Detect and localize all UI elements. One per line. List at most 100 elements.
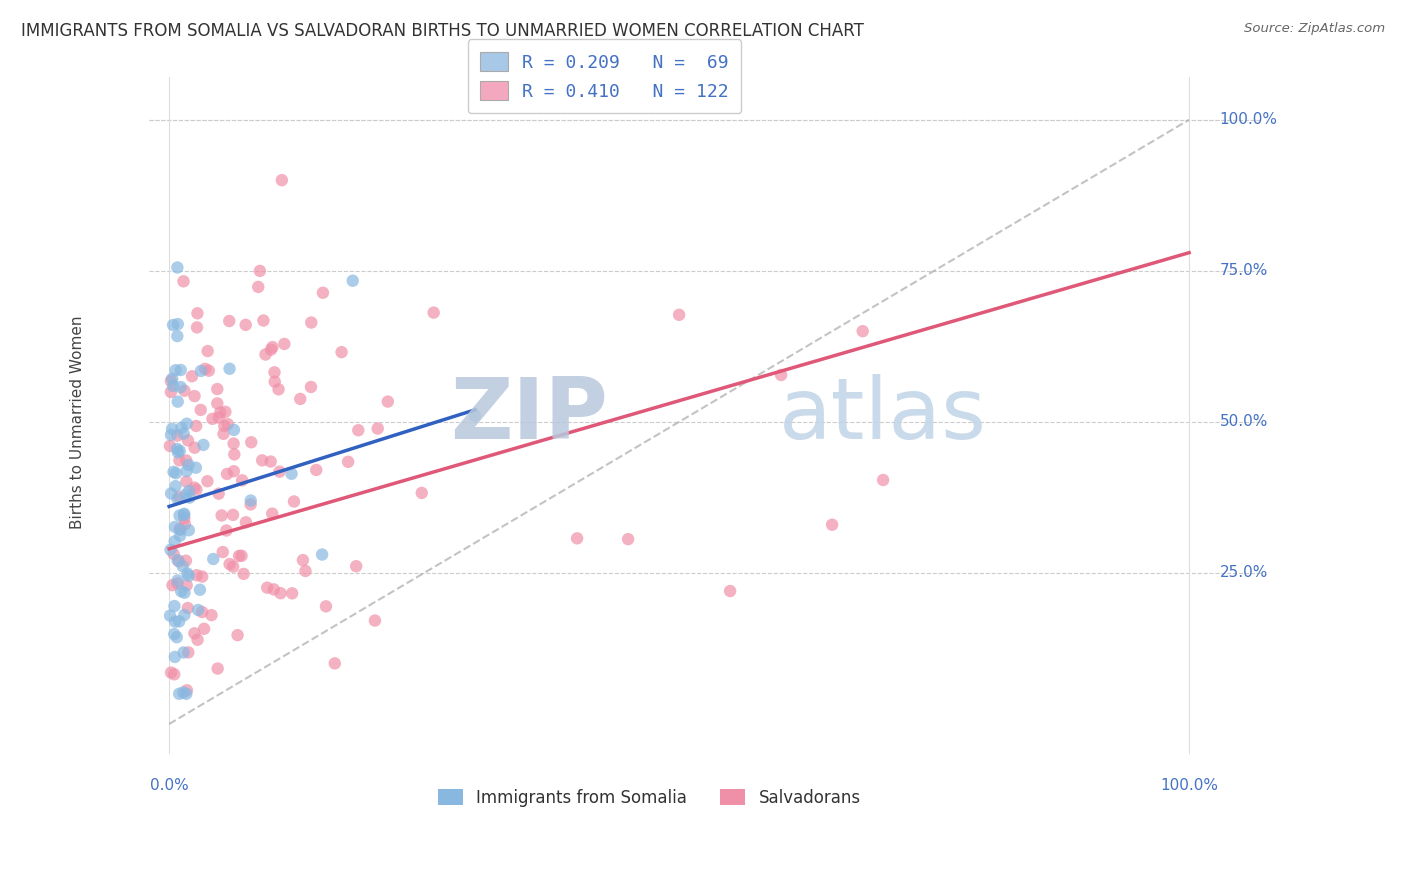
Point	[166, 574, 188, 588]
Point	[173, 274, 195, 288]
Point	[280, 467, 302, 481]
Point	[183, 626, 205, 640]
Point	[170, 380, 193, 394]
Point	[193, 438, 215, 452]
Point	[260, 454, 283, 468]
Point	[177, 434, 200, 448]
Text: 100.0%: 100.0%	[1220, 112, 1278, 128]
Point	[222, 423, 245, 437]
Point	[263, 365, 285, 379]
Point	[224, 447, 246, 461]
Point	[174, 453, 197, 467]
Point	[191, 605, 214, 619]
Point	[163, 520, 186, 534]
Point	[311, 548, 333, 562]
Point	[165, 467, 187, 481]
Point	[160, 486, 183, 500]
Point	[209, 405, 232, 419]
Point	[187, 603, 209, 617]
Point	[231, 549, 253, 563]
Point	[160, 384, 183, 399]
Point	[214, 405, 236, 419]
Point	[170, 363, 193, 377]
Point	[170, 420, 193, 434]
Point	[207, 662, 229, 676]
Point	[377, 394, 399, 409]
Text: 0.0%: 0.0%	[150, 779, 188, 793]
Point	[162, 465, 184, 479]
Point	[207, 396, 229, 410]
Point	[177, 601, 200, 615]
Point	[173, 645, 195, 659]
Point	[239, 497, 262, 511]
Point	[162, 547, 184, 561]
Point	[212, 426, 235, 441]
Point	[211, 508, 233, 523]
Point	[160, 374, 183, 388]
Point	[166, 576, 188, 591]
Point	[177, 569, 200, 583]
Point	[281, 586, 304, 600]
Point	[194, 362, 217, 376]
Point	[668, 308, 690, 322]
Point	[211, 545, 233, 559]
Point	[188, 582, 211, 597]
Point	[176, 566, 198, 581]
Point	[197, 474, 219, 488]
Point	[183, 389, 205, 403]
Point	[337, 455, 360, 469]
Point	[166, 442, 188, 456]
Point	[163, 599, 186, 613]
Point	[169, 443, 191, 458]
Point	[174, 487, 197, 501]
Point	[821, 517, 844, 532]
Point	[160, 427, 183, 442]
Point	[247, 280, 270, 294]
Point	[411, 486, 433, 500]
Point	[218, 314, 240, 328]
Point	[186, 419, 208, 434]
Point	[167, 554, 190, 568]
Point	[270, 173, 292, 187]
Point	[186, 320, 208, 334]
Point	[174, 554, 197, 568]
Point	[198, 364, 221, 378]
Point	[239, 493, 262, 508]
Point	[193, 622, 215, 636]
Point	[173, 585, 195, 599]
Point	[162, 318, 184, 332]
Point	[263, 582, 285, 597]
Point	[162, 578, 184, 592]
Text: IMMIGRANTS FROM SOMALIA VS SALVADORAN BIRTHS TO UNMARRIED WOMEN CORRELATION CHAR: IMMIGRANTS FROM SOMALIA VS SALVADORAN BI…	[21, 22, 863, 40]
Point	[187, 632, 209, 647]
Point	[254, 347, 277, 361]
Point	[422, 305, 444, 319]
Point	[215, 467, 238, 481]
Point	[186, 306, 208, 320]
Point	[186, 483, 208, 497]
Point	[165, 363, 187, 377]
Point	[262, 507, 284, 521]
Point	[169, 453, 191, 467]
Point	[176, 417, 198, 431]
Point	[364, 614, 387, 628]
Point	[160, 372, 183, 386]
Point	[299, 380, 322, 394]
Point	[167, 687, 190, 701]
Point	[176, 683, 198, 698]
Point	[169, 522, 191, 536]
Point	[166, 491, 188, 506]
Point	[342, 274, 364, 288]
Point	[159, 542, 181, 557]
Point	[249, 264, 271, 278]
Point	[299, 316, 322, 330]
Text: 25.0%: 25.0%	[1220, 566, 1268, 581]
Text: 50.0%: 50.0%	[1220, 415, 1268, 429]
Point	[202, 552, 225, 566]
Point	[207, 382, 229, 396]
Point	[166, 317, 188, 331]
Point	[173, 508, 195, 522]
Point	[218, 361, 240, 376]
Point	[172, 559, 194, 574]
Point	[160, 665, 183, 680]
